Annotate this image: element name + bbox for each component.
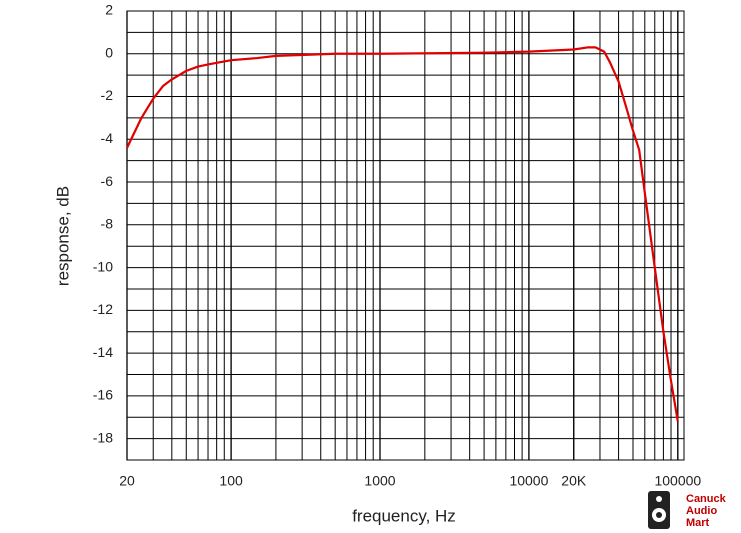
x-tick-label: 100000 <box>654 473 701 489</box>
x-tick-label: 100 <box>219 473 243 489</box>
response-line <box>126 46 679 422</box>
watermark-text: Audio <box>686 505 717 517</box>
y-tick-label: -2 <box>101 87 114 103</box>
x-tick-label: 20 <box>119 473 135 489</box>
x-tick-label: 1000 <box>364 473 395 489</box>
y-tick-label: -16 <box>93 387 113 403</box>
x-tick-label: 20K <box>561 473 587 489</box>
x-axis-label: frequency, Hz <box>352 506 456 525</box>
y-tick-label: 2 <box>105 2 113 18</box>
y-tick-label: -14 <box>93 344 113 360</box>
y-axis-label: response, dB <box>53 186 72 286</box>
x-tick-label: 10000 <box>509 473 548 489</box>
y-tick-label: -18 <box>93 429 113 445</box>
grid <box>126 10 685 461</box>
logo <box>648 491 670 529</box>
y-tick-label: -12 <box>93 301 113 317</box>
y-tick-label: -8 <box>101 216 114 232</box>
watermark-text: Mart <box>686 517 710 529</box>
plot-border <box>126 10 685 461</box>
y-tick-label: -6 <box>101 173 114 189</box>
watermark-text: Canuck <box>686 493 727 505</box>
y-tick-label: -10 <box>93 258 113 274</box>
y-tick-label: 0 <box>105 44 113 60</box>
y-tick-label: -4 <box>101 130 114 146</box>
